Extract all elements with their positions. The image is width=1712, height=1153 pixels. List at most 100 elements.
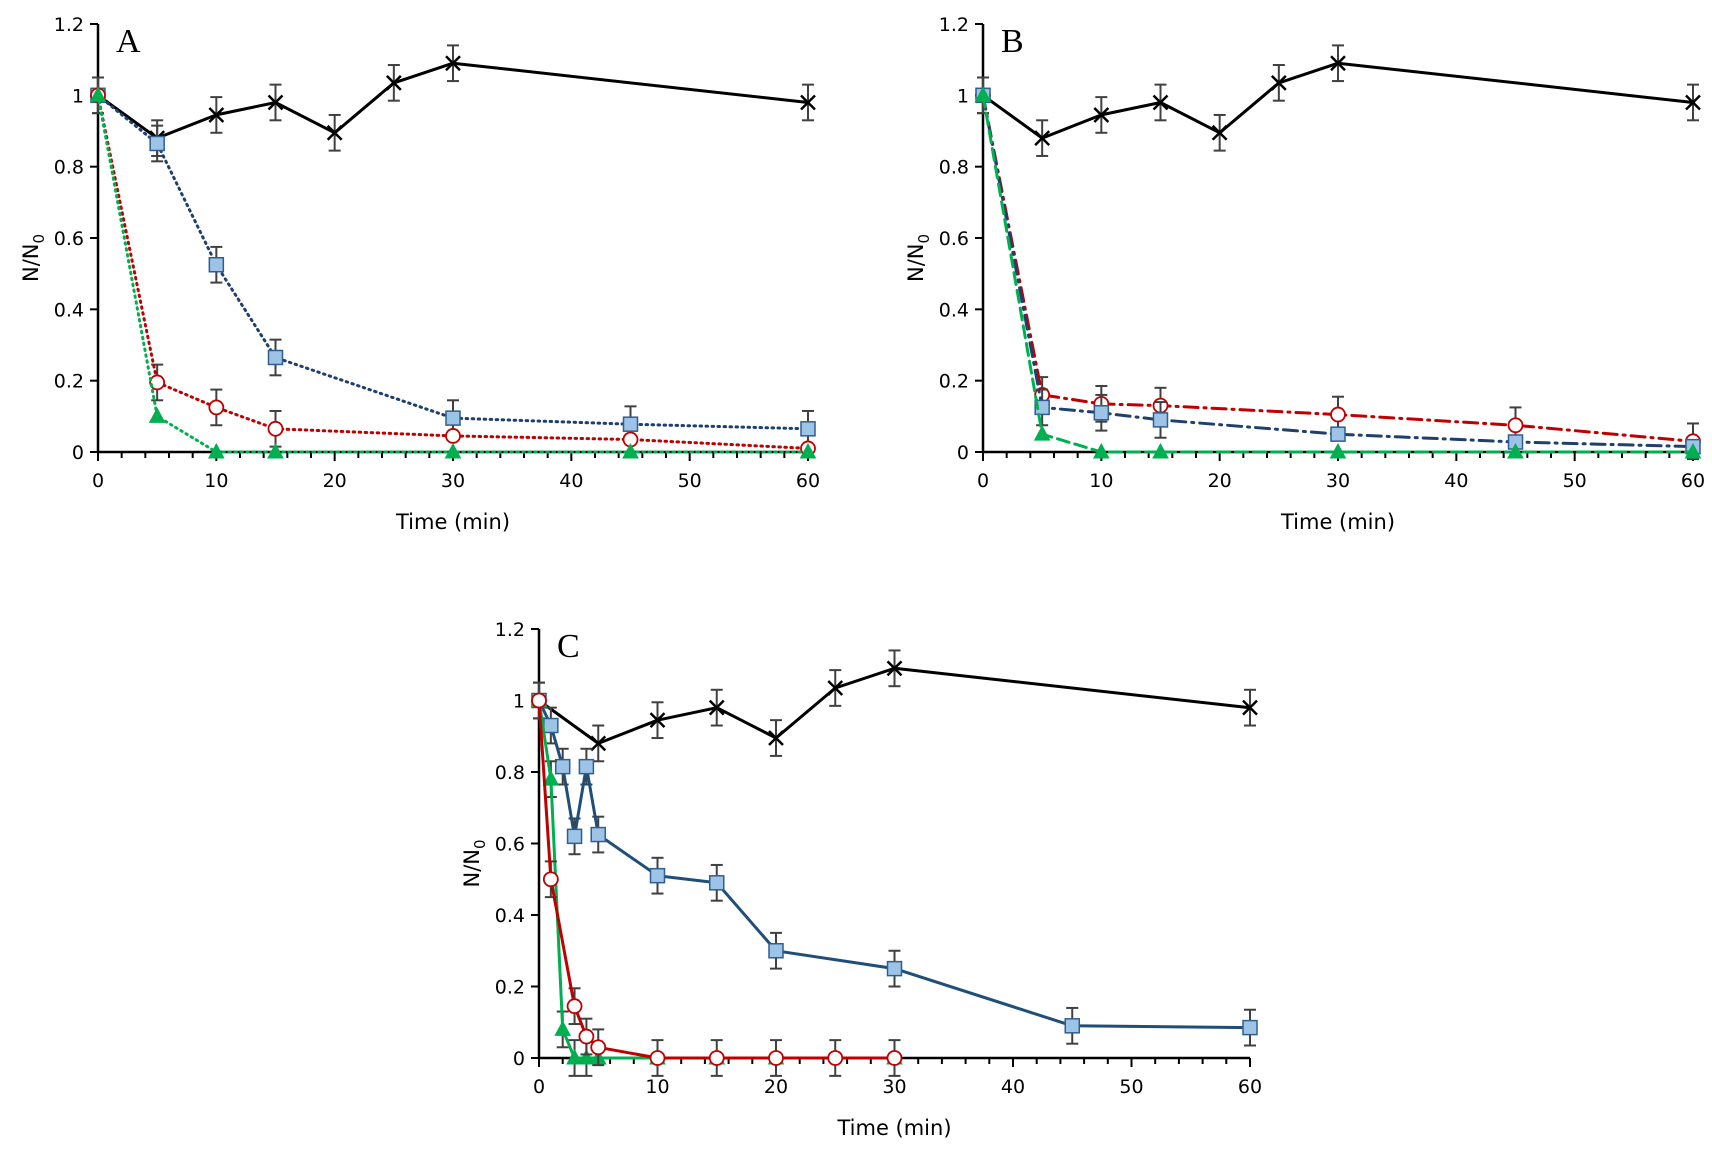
x-marker-stroke [1034,130,1051,147]
y-tick-label: 0.6 [495,834,525,856]
x-marker-stroke [1685,94,1701,111]
x-marker-stroke [1242,699,1258,716]
series-control [975,44,1701,157]
data-point-square [709,875,725,891]
y-tick-label: 0.4 [495,905,525,927]
data-point-x-marker [445,55,461,72]
data-point-circle [886,1050,903,1066]
series-line [96,93,810,431]
y-axis-title: N/N0 [460,839,489,887]
y-tick-label: 0.8 [54,157,84,179]
data-point-triangle [1033,425,1051,441]
data-point-x-marker [385,74,402,91]
y-tick-label: 1.2 [495,619,525,641]
data-point-square [886,960,903,977]
data-point-circle [531,692,547,709]
series-square [531,681,1258,1047]
data-point-circle [542,871,559,888]
data-point-x-marker [326,124,343,141]
x-tick-label: 10 [645,1076,669,1098]
y-tick-label: 0 [957,442,969,464]
series-line [981,61,1695,140]
data-point-x-marker [1152,94,1169,111]
x-tick-label: 50 [1563,470,1587,492]
y-tick-label: 0.2 [939,371,969,393]
series-line [981,93,1695,443]
x-axis-title: Time (min) [1280,510,1395,534]
data-point-square [768,943,784,959]
series-line [537,699,896,1060]
series-line [96,61,810,140]
y-tick-label: 1.2 [939,14,969,36]
y-tick-label: 1 [513,691,525,713]
series-triangle [974,86,1702,459]
data-point-circle [1507,417,1524,434]
data-point-circle [708,1050,725,1066]
data-point-triangle [148,407,166,423]
data-point-x-marker [800,94,816,111]
x-marker-stroke [827,680,844,696]
x-marker-stroke [886,660,903,677]
data-point-triangle [799,442,817,459]
x-axis-title: Time (min) [836,1116,951,1140]
x-tick-label: 0 [92,470,104,492]
data-point-triangle [554,1020,572,1036]
data-point-circle [768,1050,784,1066]
x-tick-label: 30 [882,1076,906,1098]
y-tick-label: 0 [513,1048,525,1070]
y-tick-label: 0.8 [939,157,969,179]
data-point-triangle [267,442,284,459]
data-point-square [622,416,639,432]
data-point-triangle [1152,442,1169,459]
x-tick-label: 0 [977,470,989,492]
series-circle [90,87,816,457]
series-line [96,93,810,454]
data-point-square [1093,405,1110,421]
data-point-x-marker [649,712,666,729]
data-point-x-marker [1093,107,1110,123]
series-circle [975,87,1701,461]
x-tick-label: 40 [559,470,583,492]
x-tick-label: 20 [1208,470,1232,492]
data-point-triangle [1684,442,1702,459]
data-point-triangle [89,86,107,102]
data-point-circle [566,998,583,1015]
x-tick-label: 60 [1238,1076,1262,1098]
data-point-square [445,410,461,426]
x-tick-label: 30 [1326,470,1350,492]
data-point-x-marker [827,680,844,696]
data-point-triangle [578,1048,595,1065]
data-point-triangle [542,770,560,786]
data-point-square [566,828,583,845]
y-tick-label: 0.2 [54,371,84,393]
x-tick-label: 30 [441,470,465,492]
series-square [975,76,1701,455]
series-line [981,93,1695,449]
x-marker-stroke [445,55,461,72]
data-point-square [149,135,165,152]
y-axis-title-main: N/N [904,244,928,283]
data-point-circle [149,374,166,391]
y-axis-title-main: N/N [19,244,43,283]
data-point-triangle [566,1048,583,1065]
data-point-circle [267,420,284,437]
data-point-circle [578,1028,595,1045]
y-axis-title: N/N0 [904,234,933,282]
data-point-triangle [974,86,992,102]
x-marker-stroke [267,94,284,111]
data-point-triangle [1329,442,1347,459]
x-tick-label: 50 [678,470,702,492]
data-point-x-marker [886,660,903,677]
data-point-square [1064,1018,1080,1034]
panel-c: 0 10 20 30 40 50 60 0 0.2 0.4 0.6 0.8 1 1.2 Time (min)… [460,619,1262,1140]
y-tick-label: 1 [957,85,969,107]
data-point-square [800,421,816,437]
y-tick-label: 1 [72,85,84,107]
data-point-square [590,826,606,843]
data-point-x-marker [1330,55,1346,72]
x-tick-label: 10 [1089,470,1113,492]
x-marker-stroke [708,699,725,716]
data-point-square [208,257,225,273]
y-tick-label: 0.4 [54,299,84,321]
